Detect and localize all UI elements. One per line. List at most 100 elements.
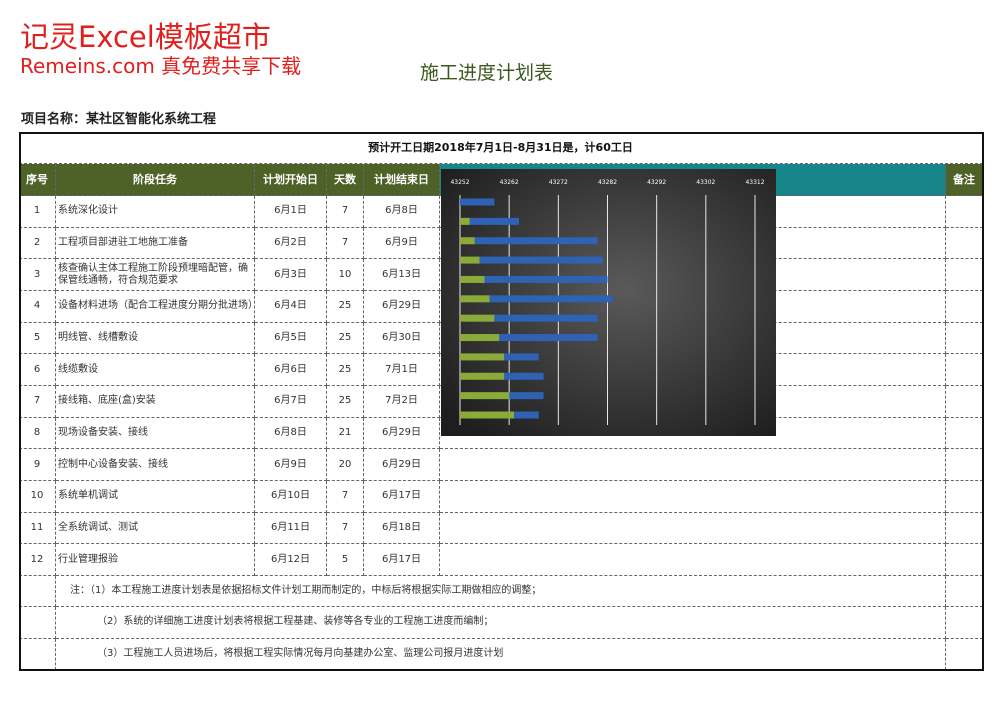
- data-cell: 6月29日: [364, 449, 440, 481]
- data-cell: 6月2日: [255, 227, 327, 260]
- task-cell: 全系统调试、测试: [56, 512, 255, 545]
- x-tick-label: 43282: [598, 179, 617, 186]
- bar: [460, 275, 485, 283]
- bar: [499, 334, 598, 342]
- remark-cell: [946, 512, 983, 545]
- data-cell: 10: [327, 259, 364, 291]
- task-cell: 线缆敷设: [56, 354, 255, 386]
- remark-cell: [946, 638, 983, 670]
- data-cell: 9: [19, 449, 56, 481]
- data-cell: 6月30日: [364, 322, 440, 355]
- data-cell: 7月1日: [364, 354, 440, 386]
- data-cell: 12: [19, 544, 56, 576]
- x-tick-label: 43292: [647, 179, 666, 186]
- gantt-cell: [440, 449, 946, 481]
- x-tick-label: 43262: [500, 179, 519, 186]
- bar: [460, 334, 500, 342]
- data-cell: 5: [19, 322, 56, 355]
- task-cell: 系统深化设计: [56, 196, 255, 228]
- remark-cell: [946, 607, 983, 639]
- data-cell: 6月29日: [364, 417, 440, 450]
- data-cell: 25: [327, 354, 364, 386]
- bar: [504, 372, 544, 380]
- task-cell: 明线管、线槽敷设: [56, 322, 255, 355]
- task-cell: 行业管理报验: [56, 544, 255, 576]
- data-cell: 6月5日: [255, 322, 327, 355]
- column-header: 阶段任务: [56, 164, 255, 196]
- task-cell: 现场设备安装、接线: [56, 417, 255, 450]
- bar: [460, 295, 490, 303]
- bar: [460, 392, 510, 400]
- data-cell: 7: [327, 512, 364, 545]
- x-tick-label: 43252: [450, 179, 469, 186]
- data-cell: 6月17日: [364, 544, 440, 576]
- bar: [460, 198, 495, 206]
- x-tick-label: 43272: [549, 179, 568, 186]
- data-cell: 7: [327, 481, 364, 513]
- bar: [484, 275, 608, 283]
- column-header: 计划开始日: [255, 164, 327, 196]
- data-cell: 6月8日: [255, 417, 327, 450]
- task-cell: 工程项目部进驻工地施工准备: [56, 227, 255, 260]
- remark-cell: [946, 196, 983, 228]
- column-header: 天数: [327, 164, 364, 196]
- bar: [509, 392, 544, 400]
- data-cell: 8: [19, 417, 56, 450]
- project-name: 项目名称：某社区智能化系统工程: [21, 112, 217, 127]
- x-tick-label: 43312: [745, 179, 764, 186]
- data-cell: 6月18日: [364, 512, 440, 545]
- data-cell: 6月3日: [255, 259, 327, 291]
- data-cell: 7: [327, 227, 364, 260]
- bar: [460, 411, 515, 419]
- page-title: 施工进度计划表: [420, 62, 554, 84]
- note: 注：（1）本工程施工进度计划表是依据招标文件计划工期而制定的，中标后将根据实际工…: [56, 576, 946, 608]
- bar: [494, 314, 598, 322]
- data-cell: 25: [327, 291, 364, 323]
- task-cell: 系统单机调试: [56, 481, 255, 513]
- task-cell: 控制中心设备安装、接线: [56, 449, 255, 481]
- column-header: 备注: [946, 164, 983, 196]
- data-cell: 6月10日: [255, 481, 327, 513]
- data-cell: 7: [19, 386, 56, 418]
- task-cell: 设备材料进场（配合工程进度分期分批进场）: [56, 291, 255, 323]
- data-cell: 7: [327, 196, 364, 228]
- data-cell: 6月13日: [364, 259, 440, 291]
- data-cell: 4: [19, 291, 56, 323]
- bar: [489, 295, 613, 303]
- bar: [460, 314, 495, 322]
- bar: [479, 256, 603, 264]
- data-cell: 6月9日: [364, 227, 440, 260]
- bar: [514, 411, 539, 419]
- gantt-cell: [440, 481, 946, 513]
- data-cell: 11: [19, 512, 56, 545]
- gantt-cell: [440, 544, 946, 576]
- x-tick-label: 43302: [696, 179, 715, 186]
- bar: [460, 256, 480, 264]
- data-cell: 20: [327, 449, 364, 481]
- note-index-cell: [19, 576, 56, 608]
- note: （3）工程施工人员进场后，将根据工程实际情况每月向基建办公室、监理公司报月进度计…: [56, 638, 946, 670]
- remark-cell: [946, 354, 983, 386]
- gantt-cell: [440, 512, 946, 545]
- data-cell: 10: [19, 481, 56, 513]
- data-cell: 25: [327, 322, 364, 355]
- remark-cell: [946, 481, 983, 513]
- data-cell: 7月2日: [364, 386, 440, 418]
- remark-cell: [946, 544, 983, 576]
- task-cell: 接线箱、底座(盒)安装: [56, 386, 255, 418]
- remark-cell: [946, 417, 983, 450]
- data-cell: 2: [19, 227, 56, 260]
- data-cell: 6月9日: [255, 449, 327, 481]
- remark-cell: [946, 227, 983, 260]
- data-cell: 1: [19, 196, 56, 228]
- data-cell: 6月8日: [364, 196, 440, 228]
- data-cell: 6月11日: [255, 512, 327, 545]
- note-index-cell: [19, 638, 56, 670]
- data-cell: 6月17日: [364, 481, 440, 513]
- bar: [460, 353, 505, 361]
- column-header: 计划结束日: [364, 164, 440, 196]
- logo-title: 记灵Excel模板超市: [20, 20, 271, 54]
- bar: [504, 353, 539, 361]
- data-cell: 6月1日: [255, 196, 327, 228]
